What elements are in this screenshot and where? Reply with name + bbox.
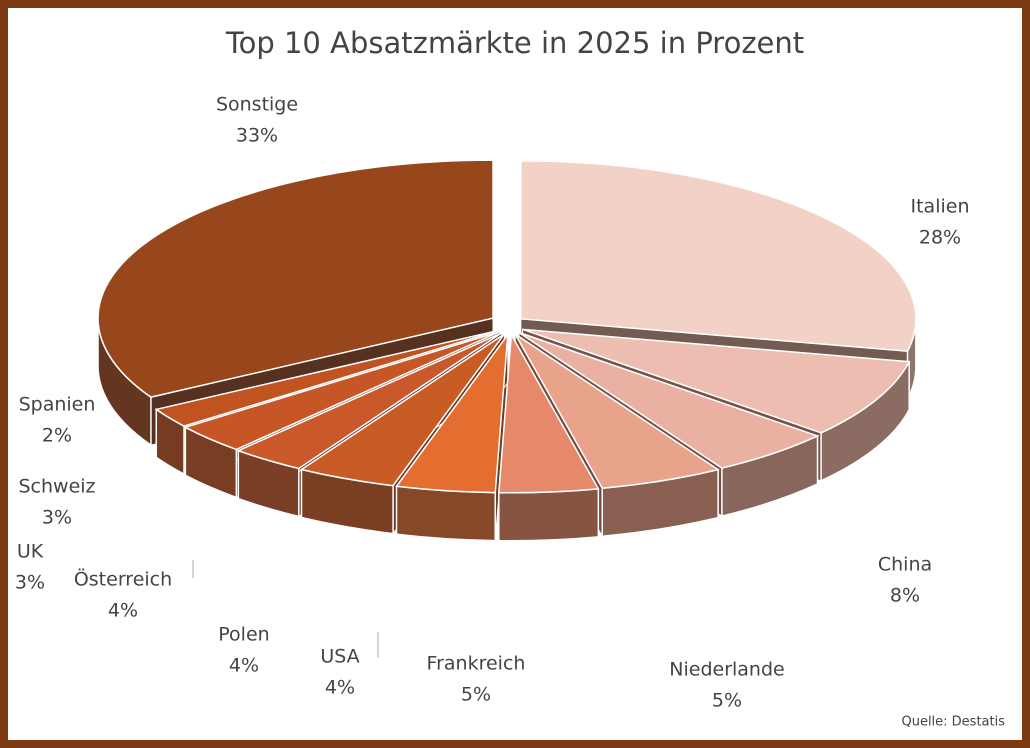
slice [299,333,505,487]
slice-label: Niederlande [669,659,784,681]
slice-label: Österreich [74,568,172,591]
slice-label: USA [320,646,359,668]
slice [497,332,600,494]
slice-value-label: 4% [325,677,355,699]
slice-label: Italien [911,196,970,218]
slice-label: China [878,554,932,576]
slice [518,331,820,469]
slice-wall [395,485,497,542]
slice-label: Schweiz [18,476,95,498]
slice-value-label: 4% [229,655,259,677]
source-note: Quelle: Destatis [901,715,1005,730]
slice [522,328,911,434]
slice-label: Spanien [19,394,96,416]
slice-value-label: 4% [108,600,138,622]
slice [183,330,501,451]
slice-label: Polen [218,624,269,646]
slice-value-label: 5% [712,690,742,712]
slice [97,159,494,398]
slice-label: Sonstige [216,94,298,116]
slice-value-label: 28% [919,227,961,249]
slice-value-label: 3% [15,572,45,594]
slice-value-label: 5% [461,684,491,706]
slice-value-label: 2% [42,425,72,447]
chart-title: Top 10 Absatzmärkte in 2025 in Prozent [225,26,804,60]
slice [514,333,720,490]
slice-label: Frankreich [427,653,526,675]
slice-value-label: 8% [890,585,920,607]
slice [154,329,499,427]
slice-tops [97,159,917,494]
slice [236,332,503,470]
slice-label: UK [17,541,44,563]
slice-wall [498,488,600,542]
slice [520,160,917,352]
slice [395,332,509,494]
slice-value-label: 33% [236,125,278,147]
slice-value-label: 3% [42,507,72,529]
